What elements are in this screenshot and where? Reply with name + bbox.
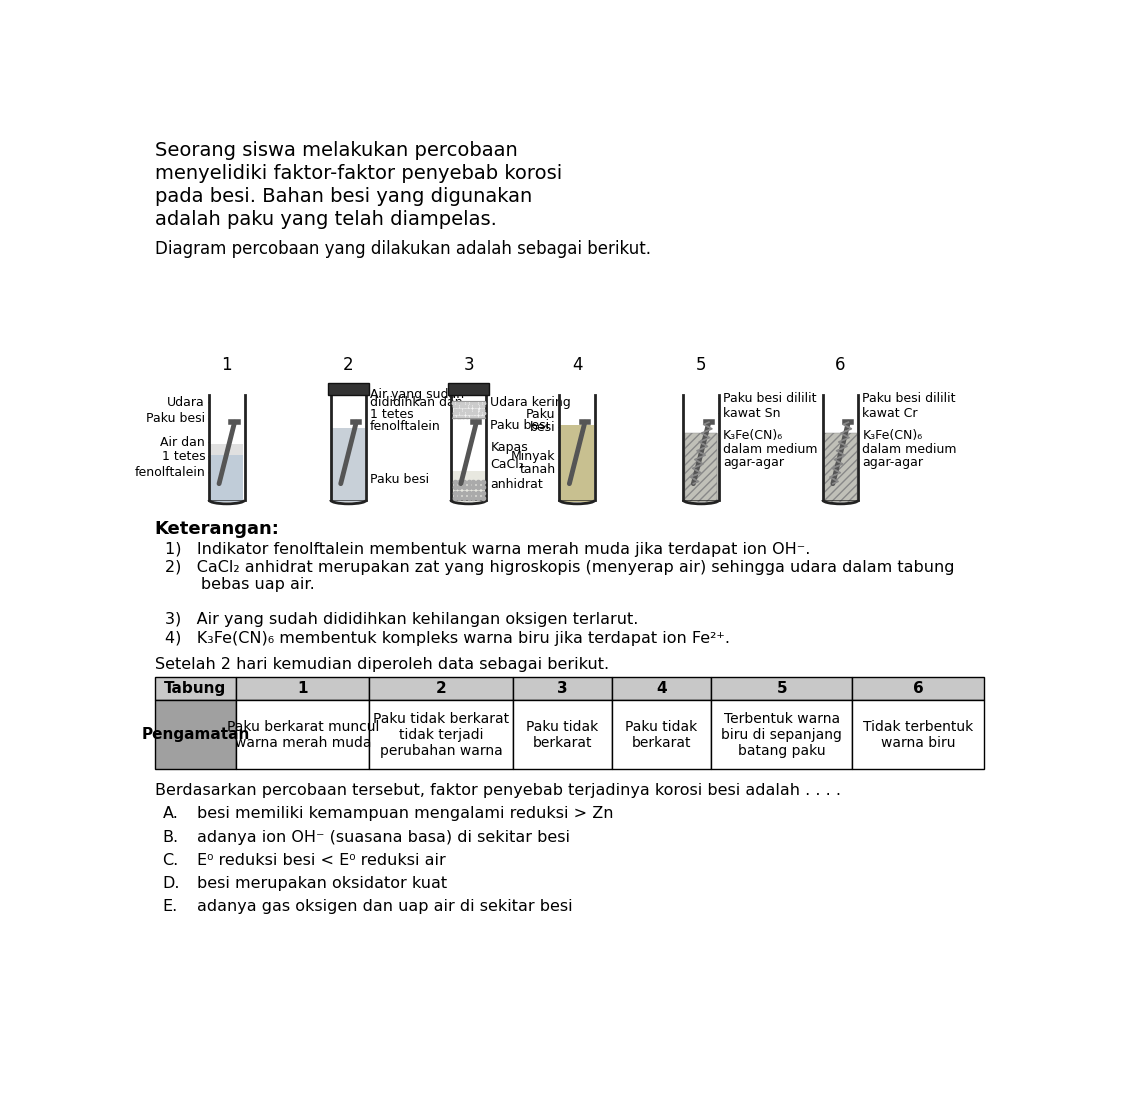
Text: agar-agar: agar-agar — [722, 456, 784, 469]
Text: 2: 2 — [436, 681, 447, 696]
Text: 2: 2 — [344, 355, 354, 374]
Text: Paku berkarat muncul
warna merah muda: Paku berkarat muncul warna merah muda — [227, 719, 379, 750]
Polygon shape — [824, 433, 858, 502]
Text: Paku besi: Paku besi — [147, 412, 205, 425]
Bar — [370, 677, 513, 701]
Polygon shape — [824, 433, 856, 502]
Text: Udara kering: Udara kering — [490, 397, 571, 409]
Text: Terbentuk warna
biru di sepanjang
batang paku: Terbentuk warna biru di sepanjang batang… — [721, 712, 843, 759]
Text: tanah: tanah — [520, 463, 555, 477]
Text: kawat Cr: kawat Cr — [862, 407, 918, 420]
Text: Setelah 2 hari kemudian diperoleh data sebagai berikut.: Setelah 2 hari kemudian diperoleh data s… — [155, 657, 609, 672]
Text: agar-agar: agar-agar — [862, 456, 923, 469]
Text: fenolftalein: fenolftalein — [370, 420, 441, 433]
Bar — [611, 701, 711, 769]
Text: CaCl₂: CaCl₂ — [490, 458, 524, 471]
Text: Paku besi dililit: Paku besi dililit — [722, 392, 816, 406]
Text: dalam medium: dalam medium — [862, 443, 957, 456]
Polygon shape — [449, 383, 489, 396]
Polygon shape — [685, 433, 718, 502]
Text: Paku besi dililit: Paku besi dililit — [862, 392, 956, 406]
Text: 3: 3 — [464, 355, 474, 374]
Polygon shape — [211, 444, 244, 502]
Text: Keterangan:: Keterangan: — [155, 520, 279, 538]
Text: Kapas: Kapas — [490, 440, 528, 454]
Text: 1: 1 — [221, 355, 232, 374]
Polygon shape — [560, 425, 594, 502]
Text: pada besi. Bahan besi yang digunakan: pada besi. Bahan besi yang digunakan — [155, 187, 532, 207]
Text: Paku besi: Paku besi — [490, 419, 550, 432]
Bar — [236, 701, 370, 769]
Text: 1)   Indikator fenolftalein membentuk warna merah muda jika terdapat ion OH⁻.: 1) Indikator fenolftalein membentuk warn… — [165, 541, 811, 556]
Text: anhidrat: anhidrat — [490, 479, 543, 491]
Text: Tidak terbentuk
warna biru: Tidak terbentuk warna biru — [863, 719, 973, 750]
Text: menyelidiki faktor-faktor penyebab korosi: menyelidiki faktor-faktor penyebab koros… — [155, 164, 562, 184]
Text: Paku: Paku — [526, 408, 555, 421]
Text: D.: D. — [163, 875, 180, 891]
Text: besi merupakan oksidator kuat: besi merupakan oksidator kuat — [197, 875, 448, 891]
Text: Berdasarkan percobaan tersebut, faktor penyebab terjadinya korosi besi adalah . : Berdasarkan percobaan tersebut, faktor p… — [155, 784, 840, 798]
Text: A.: A. — [163, 807, 179, 822]
Text: adalah paku yang telah diampelas.: adalah paku yang telah diampelas. — [155, 211, 497, 230]
Text: Air yang sudah: Air yang sudah — [370, 388, 465, 401]
Text: Diagram percobaan yang dilakukan adalah sebagai berikut.: Diagram percobaan yang dilakukan adalah … — [155, 239, 650, 258]
Text: B.: B. — [163, 830, 179, 845]
Text: adanya ion OH⁻ (suasana basa) di sekitar besi: adanya ion OH⁻ (suasana basa) di sekitar… — [197, 830, 570, 845]
Bar — [236, 677, 370, 701]
Bar — [370, 701, 513, 769]
Text: 4)   K₃Fe(CN)₆ membentuk kompleks warna biru jika terdapat ion Fe²⁺.: 4) K₃Fe(CN)₆ membentuk kompleks warna bi… — [165, 631, 729, 646]
Bar — [711, 677, 852, 701]
Text: 4: 4 — [571, 355, 583, 374]
Bar — [155, 677, 236, 701]
Text: Pengamatan: Pengamatan — [141, 727, 250, 742]
Text: 3: 3 — [558, 681, 568, 696]
Bar — [513, 677, 611, 701]
Text: C.: C. — [163, 853, 179, 868]
Text: E.: E. — [163, 898, 177, 914]
Text: Minyak: Minyak — [511, 450, 555, 463]
Text: kawat Sn: kawat Sn — [722, 407, 781, 420]
Text: Air dan: Air dan — [160, 436, 205, 449]
Text: 5: 5 — [776, 681, 787, 696]
Text: Udara: Udara — [167, 397, 205, 409]
Text: K₃Fe(CN)₆: K₃Fe(CN)₆ — [722, 428, 783, 442]
Text: 3)   Air yang sudah dididihkan kehilangan oksigen terlarut.: 3) Air yang sudah dididihkan kehilangan … — [165, 612, 638, 627]
Text: Seorang siswa melakukan percobaan: Seorang siswa melakukan percobaan — [155, 141, 518, 161]
Bar — [513, 701, 611, 769]
Text: E⁰ reduksi besi < E⁰ reduksi air: E⁰ reduksi besi < E⁰ reduksi air — [197, 853, 447, 868]
Text: 6: 6 — [913, 681, 924, 696]
Text: Tabung: Tabung — [165, 681, 227, 696]
Text: K₃Fe(CN)₆: K₃Fe(CN)₆ — [862, 428, 923, 442]
Polygon shape — [685, 433, 718, 502]
Text: 4: 4 — [656, 681, 666, 696]
Bar — [852, 701, 984, 769]
Text: 5: 5 — [696, 355, 706, 374]
Text: dididihkan dan: dididihkan dan — [370, 397, 463, 409]
Text: dalam medium: dalam medium — [722, 443, 818, 456]
Text: 2)   CaCl₂ anhidrat merupakan zat yang higroskopis (menyerap air) sehingga udara: 2) CaCl₂ anhidrat merupakan zat yang hig… — [165, 560, 954, 592]
Polygon shape — [329, 383, 369, 396]
Text: 1 tetes: 1 tetes — [370, 408, 413, 421]
Text: Paku tidak
berkarat: Paku tidak berkarat — [527, 719, 599, 750]
Text: besi memiliki kemampuan mengalami reduksi > Zn: besi memiliki kemampuan mengalami reduks… — [197, 807, 614, 822]
Polygon shape — [332, 427, 365, 502]
Bar — [852, 677, 984, 701]
Text: fenolftalein: fenolftalein — [134, 467, 205, 480]
Polygon shape — [452, 471, 485, 502]
Bar — [711, 701, 852, 769]
Text: besi: besi — [530, 421, 555, 434]
Bar — [155, 701, 236, 769]
Text: adanya gas oksigen dan uap air di sekitar besi: adanya gas oksigen dan uap air di sekita… — [197, 898, 572, 914]
Text: 1: 1 — [298, 681, 308, 696]
Text: 6: 6 — [836, 355, 846, 374]
Polygon shape — [211, 455, 244, 502]
Text: Paku besi: Paku besi — [370, 473, 429, 486]
Bar — [611, 677, 711, 701]
Text: Paku tidak berkarat
tidak terjadi
perubahan warna: Paku tidak berkarat tidak terjadi peruba… — [373, 712, 510, 759]
Text: Paku tidak
berkarat: Paku tidak berkarat — [625, 719, 697, 750]
Text: 1 tetes: 1 tetes — [161, 450, 205, 463]
